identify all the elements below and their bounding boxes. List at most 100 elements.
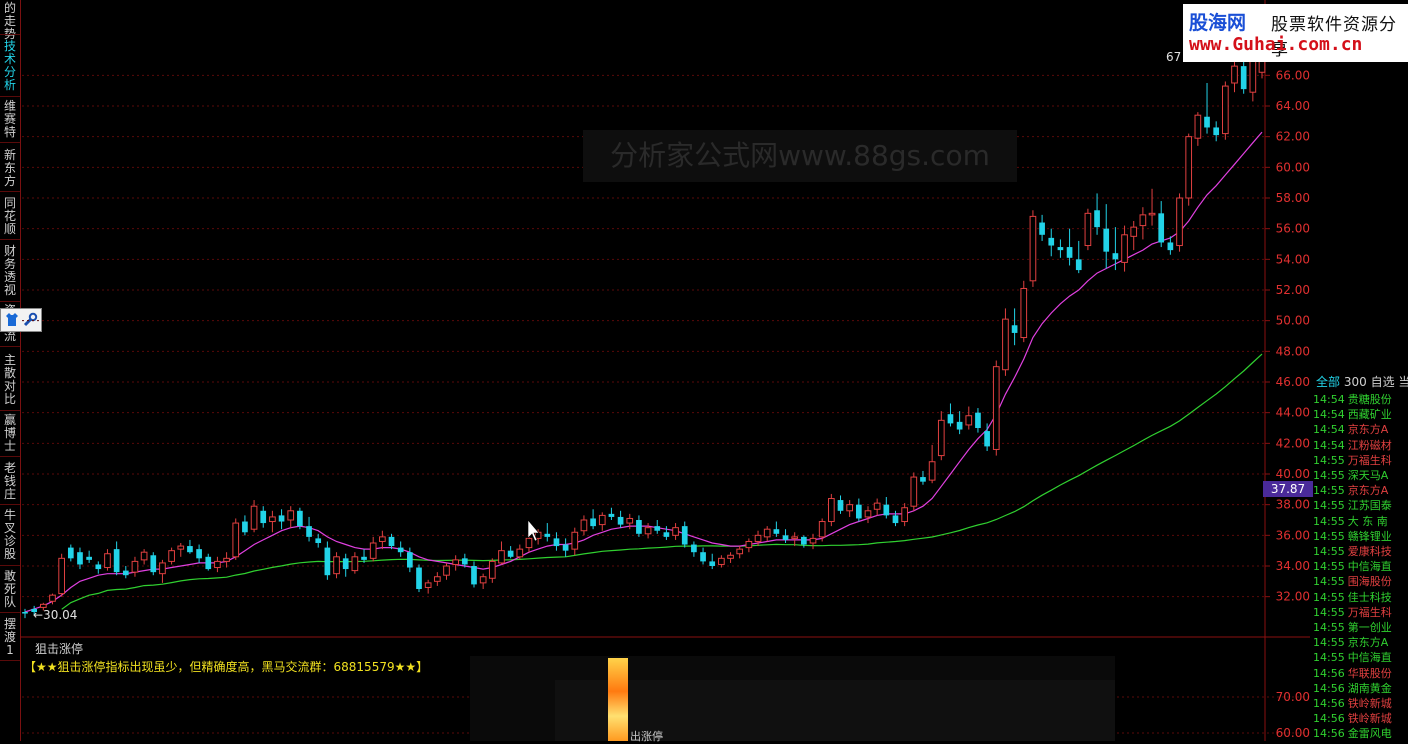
stock-list-row[interactable]: 14:55 第一创业 — [1313, 620, 1408, 635]
stock-list-row[interactable]: 14:55 赣锋锂业 — [1313, 529, 1408, 544]
candle-body-up — [433, 576, 441, 582]
stock-list-row[interactable]: 14:54 西藏矿业 — [1313, 407, 1408, 422]
candle-body-up — [223, 557, 230, 562]
candle-body-down — [196, 549, 202, 559]
stock-list-row[interactable]: 14:56 铁岭新城 — [1313, 711, 1408, 726]
candle-body-down — [471, 566, 477, 585]
left-tab-3[interactable]: 新东方 — [3, 148, 16, 188]
candle-body-down — [855, 504, 862, 519]
stock-list-row[interactable]: 14:54 江粉磁材 — [1313, 438, 1408, 453]
toolbar-icons — [0, 308, 42, 332]
left-tab-10[interactable]: 牛叉诊股 — [3, 508, 16, 561]
stock-list-row[interactable]: 14:56 铁岭新城 — [1313, 696, 1408, 711]
stock-list-time: 14:54 — [1313, 423, 1345, 437]
candle-body-up — [488, 560, 496, 579]
candle-body-down — [1011, 325, 1018, 333]
candle-body-up — [49, 594, 56, 602]
stock-list-row[interactable]: 14:55 佳士科技 — [1313, 590, 1408, 605]
stock-list-row[interactable]: 14:55 万福生科 — [1313, 605, 1408, 620]
stock-list-row[interactable]: 14:55 爱康科技 — [1313, 544, 1408, 559]
stock-list-row[interactable]: 14:56 金雷风电 — [1313, 726, 1408, 741]
stock-list-row[interactable]: 14:55 京东方A — [1313, 483, 1408, 498]
stock-list-row[interactable]: 14:55 江苏国泰 — [1313, 498, 1408, 513]
stock-list-row[interactable]: 14:55 中信海直 — [1313, 650, 1408, 665]
stock-list-row[interactable]: 14:56 湖南黄金 — [1313, 681, 1408, 696]
stock-list-row[interactable]: 14:54 京东方A — [1313, 422, 1408, 437]
left-tab-0[interactable]: 的走势 — [3, 1, 16, 41]
left-tab-7[interactable]: 主散对比 — [3, 353, 16, 406]
stock-list-name: 西藏矿业 — [1347, 408, 1392, 422]
high-price-label: 67 — [1166, 50, 1181, 64]
stock-list-name: 湖南黄金 — [1347, 681, 1392, 695]
stock-list-time: 14:55 — [1313, 575, 1345, 589]
candle-body-up — [828, 498, 835, 523]
candlestick-chart: 32.00 34.00 36.00 38.00 40.00 42.00 44.00 46.00… — [20, 0, 1310, 741]
stock-list-row[interactable]: 14:56 华联股份 — [1313, 666, 1408, 681]
stock-list-time: 14:55 — [1313, 605, 1345, 619]
candle-body-up — [250, 505, 258, 530]
stock-list-row[interactable]: 14:54 贵糖股份 — [1313, 392, 1408, 407]
left-tab-5[interactable]: 财务透视 — [3, 244, 16, 297]
candle-body-up — [901, 507, 908, 523]
overlay-box — [470, 656, 1115, 741]
stock-list-time: 14:54 — [1313, 408, 1345, 422]
candle-body-down — [1158, 213, 1165, 243]
candle-body-down — [260, 510, 267, 524]
stock-list-row[interactable]: 14:55 深天马A — [1313, 468, 1408, 483]
candle-body-up — [58, 557, 65, 595]
stock-list-time: 14:55 — [1313, 469, 1345, 482]
stock-list-name: 江粉磁材 — [1347, 438, 1392, 452]
left-tab-12[interactable]: 摆渡1 — [3, 617, 16, 657]
price-tick-label: 54.00 — [1276, 252, 1310, 266]
candle-body-down — [553, 538, 560, 547]
stock-list-tab-300[interactable]: 300 — [1343, 375, 1367, 389]
candle-body-up — [992, 366, 1000, 450]
candle-body-down — [1103, 228, 1110, 252]
price-tick-label: 52.00 — [1276, 283, 1310, 297]
shirt-icon[interactable] — [5, 312, 19, 327]
stock-list-name: 第一创业 — [1347, 621, 1392, 634]
candle-body-up — [809, 537, 817, 544]
left-tab-9[interactable]: 老钱庄 — [3, 461, 16, 501]
left-tab-11[interactable]: 敢死队 — [3, 569, 16, 609]
candle-body-up — [269, 516, 276, 523]
candle-body-up — [333, 556, 340, 575]
stock-list-name: 中信海直 — [1347, 651, 1392, 665]
candle-body-up — [910, 476, 918, 507]
stock-list-tab-watch[interactable]: 自选 — [1370, 375, 1395, 389]
logo: 股海网 股票软件资源分享 www.Guhai.com.cn — [1183, 4, 1408, 62]
candle-body-up — [754, 534, 762, 542]
candle-body-down — [883, 504, 890, 516]
price-tick-label: 58.00 — [1276, 191, 1310, 205]
stock-list-row[interactable]: 14:55 围海股份 — [1313, 574, 1408, 589]
stock-list-row[interactable]: 14:55 京东方A — [1313, 635, 1408, 650]
stock-list: 全部 300 自选 当 14:54 贵糖股份 14:54 西藏矿业 14:54 京东方A 1… — [1313, 370, 1408, 741]
stock-list-name: 赣锋锂业 — [1347, 529, 1392, 543]
stock-list-tab-current[interactable]: 当 — [1398, 375, 1408, 389]
candle-body-up — [626, 517, 634, 524]
stock-list-row[interactable]: 14:55 中信海直 — [1313, 559, 1408, 574]
candle-body-down — [388, 536, 395, 547]
candle-body-down — [77, 552, 83, 565]
left-tab-separator — [0, 456, 20, 457]
left-tab-separator — [0, 346, 20, 347]
stock-list-row[interactable]: 14:55 大 东 南 — [1313, 514, 1408, 529]
left-tab-4[interactable]: 同花顺 — [3, 196, 16, 236]
left-tab-8[interactable]: 赢博士 — [3, 413, 16, 453]
price-tick-label: 60.00 — [1276, 160, 1310, 174]
candle-body-up — [818, 521, 826, 538]
stock-list-tab-all[interactable]: 全部 — [1316, 375, 1341, 389]
candle-body-up — [1002, 318, 1009, 371]
candle-body-down — [1075, 259, 1082, 271]
left-tab-2[interactable]: 维赛特 — [3, 99, 16, 139]
logo-url: www.Guhai.com.cn — [1189, 34, 1363, 55]
left-tab-1[interactable]: 技术分析 — [3, 39, 16, 92]
candle-body-down — [95, 564, 102, 570]
stock-list-row[interactable]: 14:55 万福生科 — [1313, 453, 1408, 468]
ma-long-line — [61, 353, 1263, 610]
flame-marker — [608, 658, 628, 741]
candle-body-up — [1029, 215, 1037, 282]
stock-list-name: 京东方A — [1347, 423, 1389, 437]
left-tab-separator — [0, 96, 20, 97]
candle-body-down — [1167, 242, 1174, 251]
